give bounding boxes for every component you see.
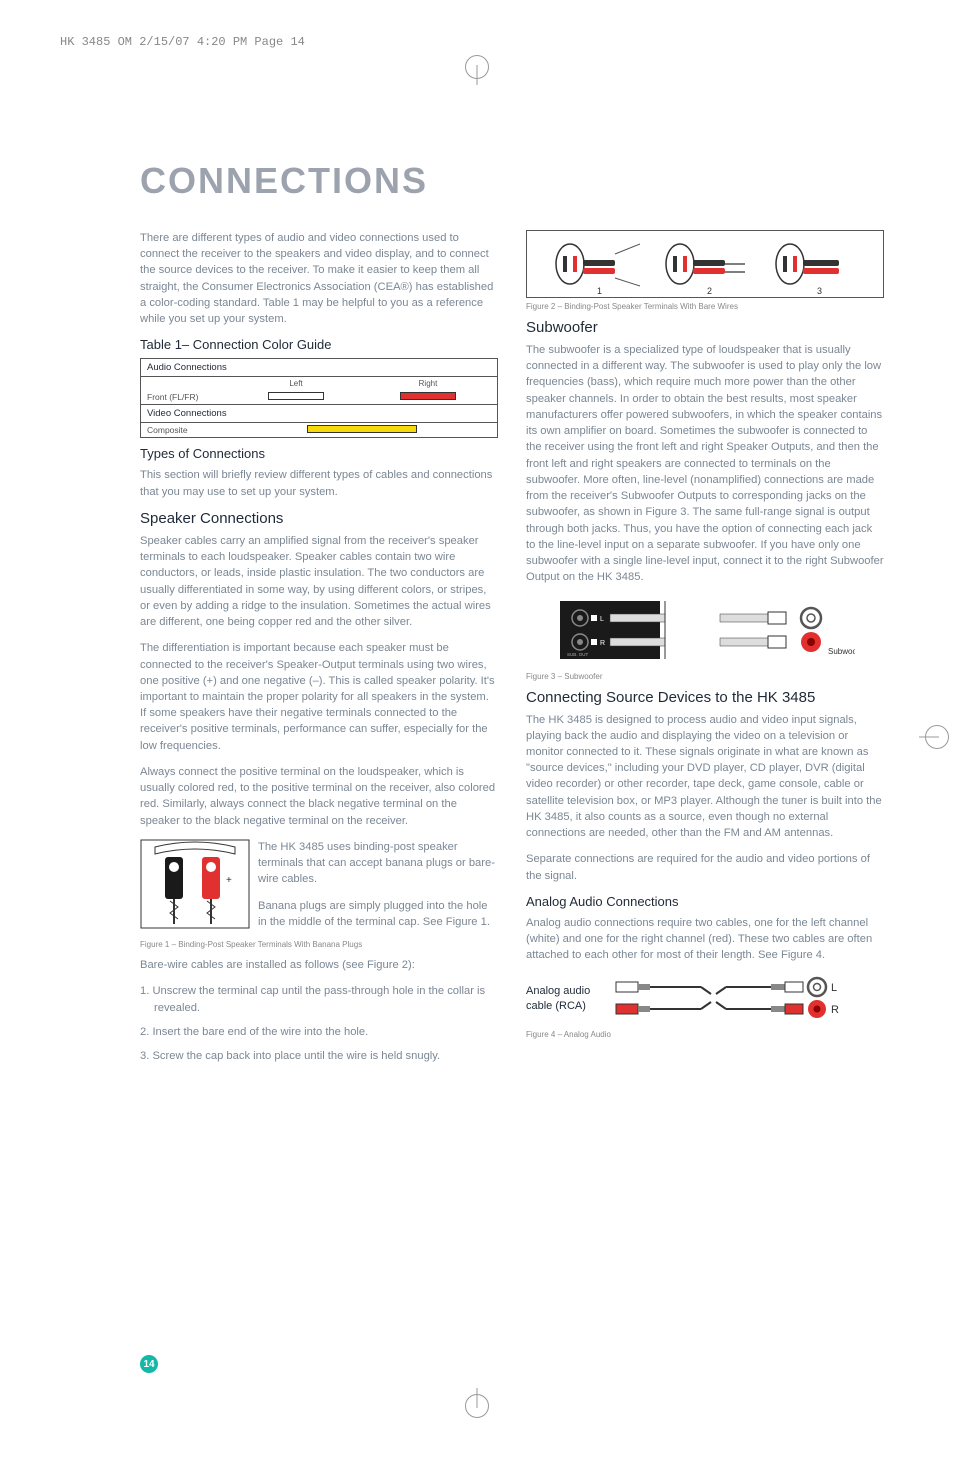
fig4-label: Analog audio cable (RCA) xyxy=(526,984,601,1013)
svg-text:+: + xyxy=(226,875,232,886)
composite-swatch xyxy=(307,425,417,433)
connect-source-p1: The HK 3485 is designed to process audio… xyxy=(526,712,884,842)
intro-text: There are different types of audio and v… xyxy=(140,230,498,327)
banana-plug-icon: + xyxy=(140,839,250,929)
svg-text:2: 2 xyxy=(707,286,712,294)
front-row: Front (FL/FR) xyxy=(141,390,497,404)
subwoofer-text: The subwoofer is a specialized type of l… xyxy=(526,342,884,586)
print-header: HK 3485 OM 2/15/07 4:20 PM Page 14 xyxy=(60,35,305,49)
fig1-caption: Figure 1 – Binding-Post Speaker Terminal… xyxy=(140,940,498,949)
connect-source-heading: Connecting Source Devices to the HK 3485 xyxy=(526,689,884,706)
left-label: Left xyxy=(233,379,359,388)
svg-text:L: L xyxy=(831,982,837,994)
analog-text: Analog audio connections require two cab… xyxy=(526,915,884,964)
bare-wire-terminals-icon: 1 2 3 xyxy=(540,234,870,294)
speaker-p1: Speaker cables carry an amplified signal… xyxy=(140,533,498,630)
step-3: 3. Screw the cap back into place until t… xyxy=(140,1048,498,1064)
speaker-p3: Always connect the positive terminal on … xyxy=(140,764,498,829)
front-left-swatch xyxy=(268,392,324,400)
speaker-p2: The differentiation is important because… xyxy=(140,640,498,754)
color-guide-table: Audio Connections Left Right Front (FL/F… xyxy=(140,358,498,438)
table-header-row: Left Right xyxy=(141,377,497,390)
figure-4: Analog audio cable (RCA) L xyxy=(526,974,884,1024)
fig2-caption: Figure 2 – Binding-Post Speaker Terminal… xyxy=(526,302,884,311)
svg-text:3: 3 xyxy=(817,286,822,294)
left-column: There are different types of audio and v… xyxy=(140,230,498,1072)
front-label: Front (FL/FR) xyxy=(147,392,227,402)
subwoofer-diagram-icon: L R Subwoofer SUB. OUT xyxy=(555,596,855,666)
page-number: 14 xyxy=(140,1355,158,1373)
audio-header: Audio Connections xyxy=(141,359,497,377)
svg-text:Subwoofer: Subwoofer xyxy=(828,647,855,656)
crop-mark xyxy=(465,1394,489,1418)
video-header: Video Connections xyxy=(141,404,497,423)
table1-title: Table 1– Connection Color Guide xyxy=(140,337,498,352)
fig3-caption: Figure 3 – Subwoofer xyxy=(526,672,884,681)
content-columns: There are different types of audio and v… xyxy=(140,230,884,1072)
crop-mark xyxy=(465,55,489,79)
figure-3: L R Subwoofer SUB. OUT xyxy=(526,596,884,666)
subwoofer-heading: Subwoofer xyxy=(526,319,884,336)
rca-cable-icon: L R xyxy=(611,974,841,1024)
svg-text:L: L xyxy=(600,616,604,623)
fig4-caption: Figure 4 – Analog Audio xyxy=(526,1030,884,1039)
page-title: CONNECTIONS xyxy=(140,160,894,202)
right-label: Right xyxy=(365,379,491,388)
crop-mark xyxy=(925,725,949,749)
connect-source-p2: Separate connections are required for th… xyxy=(526,851,884,883)
bare-intro: Bare-wire cables are installed as follow… xyxy=(140,957,498,973)
right-column: 1 2 3 xyxy=(526,230,884,1072)
svg-text:1: 1 xyxy=(597,286,602,294)
figure-1: + xyxy=(140,839,250,934)
front-right-swatch xyxy=(400,392,456,400)
svg-text:R: R xyxy=(831,1004,839,1016)
step-1: 1. Unscrew the terminal cap until the pa… xyxy=(140,983,498,1015)
svg-text:R: R xyxy=(600,640,605,647)
figure-2: 1 2 3 xyxy=(526,230,884,298)
step-2: 2. Insert the bare end of the wire into … xyxy=(140,1024,498,1040)
install-steps: 1. Unscrew the terminal cap until the pa… xyxy=(140,983,498,1064)
types-heading: Types of Connections xyxy=(140,446,498,461)
composite-row: Composite xyxy=(141,423,497,437)
composite-label: Composite xyxy=(147,425,227,435)
types-text: This section will briefly review differe… xyxy=(140,467,498,499)
svg-text:SUB. OUT: SUB. OUT xyxy=(567,652,589,657)
analog-heading: Analog Audio Connections xyxy=(526,894,884,909)
speaker-heading: Speaker Connections xyxy=(140,510,498,527)
